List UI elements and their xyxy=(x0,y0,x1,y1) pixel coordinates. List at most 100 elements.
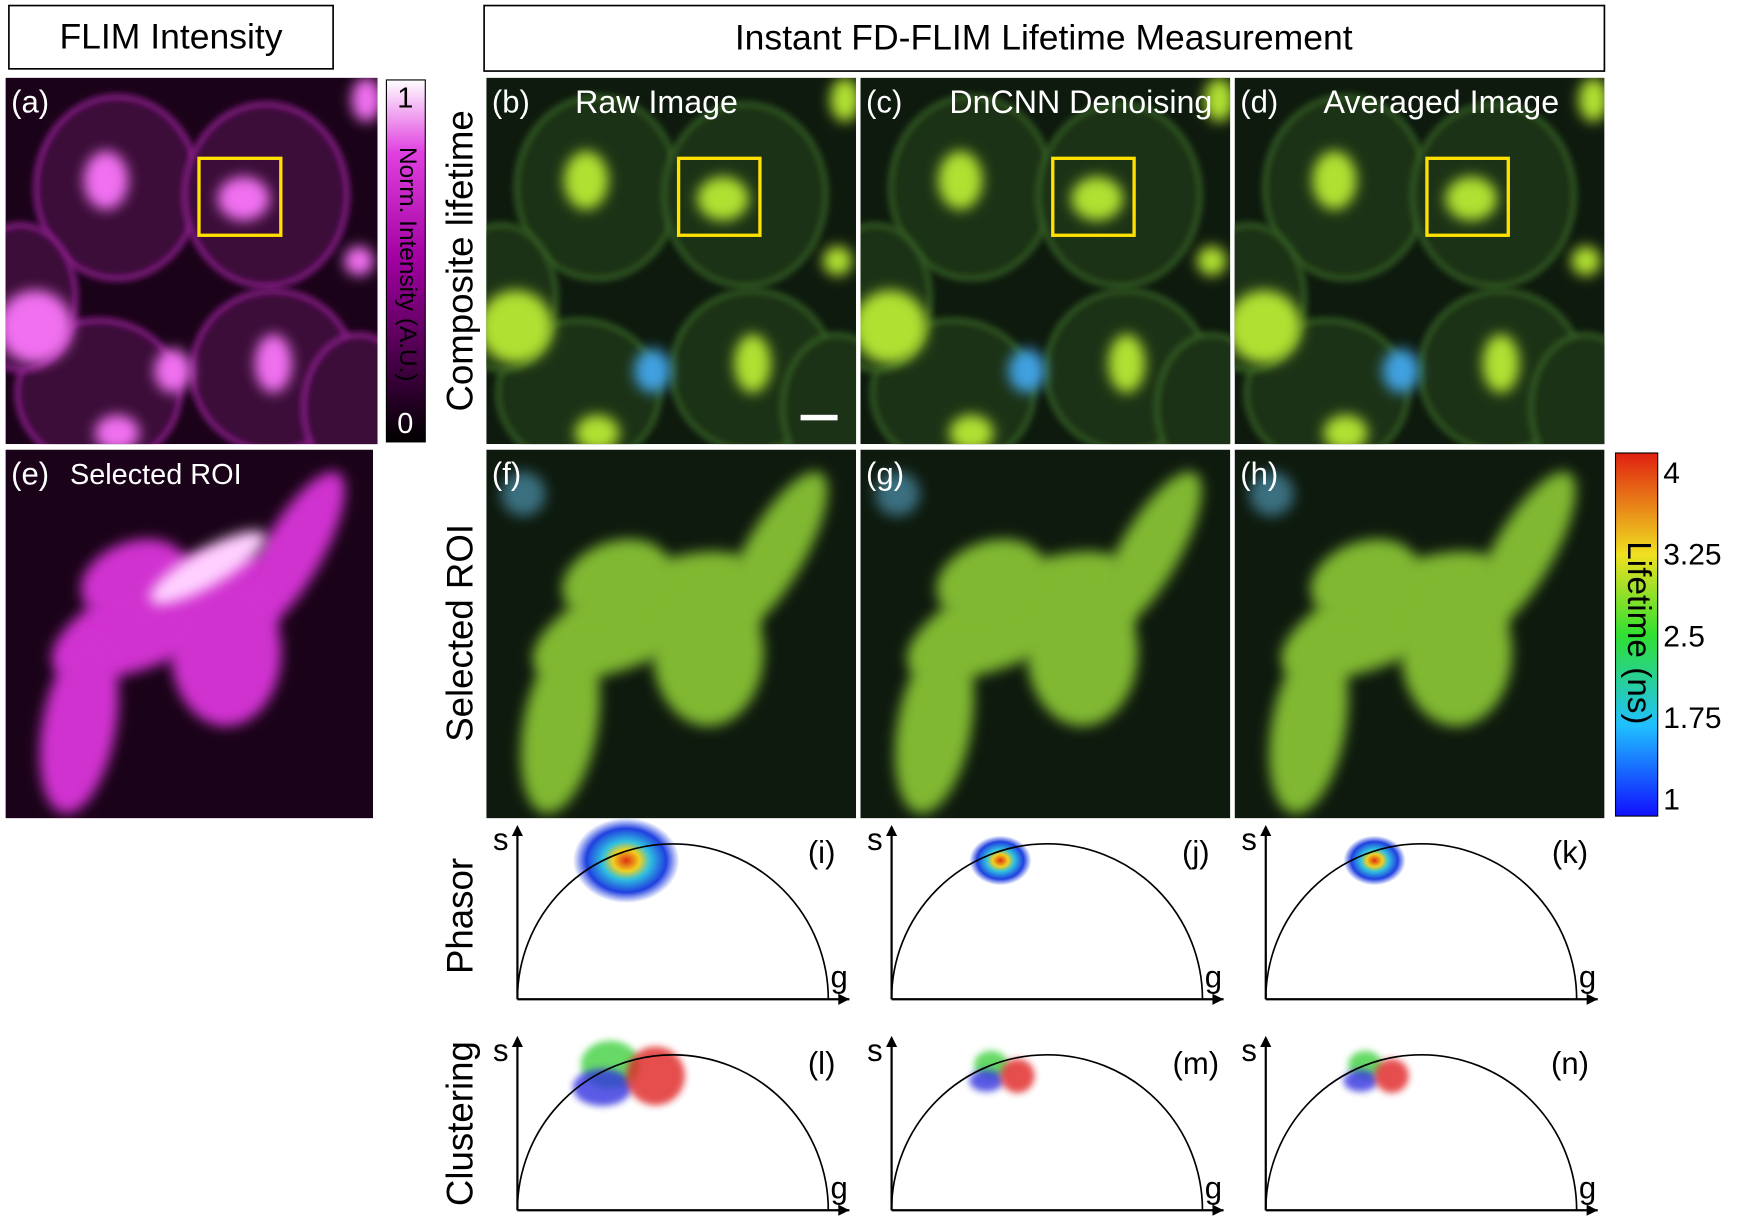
phasor-cloud xyxy=(572,817,680,904)
bright-region xyxy=(822,246,853,276)
panel-label: (b) xyxy=(492,85,530,120)
roi-structure xyxy=(1310,539,1418,619)
universal-circle xyxy=(1264,843,1578,1000)
cluster xyxy=(1343,1069,1378,1092)
bright-region xyxy=(949,414,994,445)
axis-label: g xyxy=(1205,1170,1222,1205)
bright-region xyxy=(83,151,129,210)
title-box xyxy=(8,4,334,70)
roi-structure xyxy=(652,578,764,727)
title-box xyxy=(483,4,1606,72)
axis-label: g xyxy=(831,959,848,994)
arrow xyxy=(1260,824,1598,1005)
row-label: Clustering xyxy=(440,1041,481,1206)
image-panel: (e) Selected ROI xyxy=(5,449,374,819)
bright-region xyxy=(1312,151,1357,210)
bright-region xyxy=(1323,414,1368,445)
panel-title: Selected ROI xyxy=(70,459,242,491)
panel-label: (j) xyxy=(1182,835,1210,870)
phasor-plot: s g (n) xyxy=(1241,1033,1598,1216)
background-cell xyxy=(875,471,920,517)
bright-region xyxy=(1204,77,1231,122)
panel-label: (k) xyxy=(1552,835,1588,870)
bright-region xyxy=(351,77,378,122)
universal-circle xyxy=(1264,1053,1578,1211)
bright-region xyxy=(154,348,192,393)
roi-structure xyxy=(520,638,600,814)
panel-label: (i) xyxy=(808,835,836,870)
image-panel: (f) xyxy=(486,449,857,819)
roi-structure xyxy=(562,539,670,619)
bright-region xyxy=(634,348,672,393)
phasor-plot: s g (l) xyxy=(493,1033,850,1216)
arrow xyxy=(511,824,850,1005)
colorbar-tick: 2.5 xyxy=(1663,620,1705,653)
image-panel: (a) xyxy=(5,77,378,445)
bright-region xyxy=(1234,290,1302,364)
highlight xyxy=(149,530,266,605)
roi-structure xyxy=(1096,471,1202,635)
row-label: Phasor xyxy=(440,858,481,974)
roi-structure xyxy=(1269,638,1349,814)
panel-title: Averaged Image xyxy=(1324,84,1560,120)
colorbar-tick: 3.25 xyxy=(1663,539,1721,572)
lifetime-colorbar xyxy=(1614,452,1659,817)
arrow xyxy=(1260,1035,1598,1216)
background-cell xyxy=(1249,471,1294,517)
phasor-cloud xyxy=(969,835,1032,886)
bright-region xyxy=(1108,334,1146,393)
bright-region xyxy=(217,176,270,221)
axis-label: s xyxy=(1241,822,1257,857)
phasor-plot: s g (k) xyxy=(1241,822,1598,1005)
panel-label: (f) xyxy=(492,457,521,492)
bright-region xyxy=(938,151,983,210)
roi-box xyxy=(1425,156,1510,237)
bright-region xyxy=(1008,348,1046,393)
bright-region xyxy=(1571,246,1601,276)
colorbar-tick: 1 xyxy=(1663,784,1680,817)
arrow xyxy=(886,824,1224,1005)
panel-label: (a) xyxy=(11,85,49,120)
bright-region xyxy=(254,334,292,393)
phasor-plot: s g (i) xyxy=(493,817,850,1005)
bright-region xyxy=(697,176,749,221)
colorbar-label: Lifetime (ns) xyxy=(1620,541,1657,724)
roi-structure xyxy=(239,471,345,635)
left-title: FLIM Intensity xyxy=(59,16,282,56)
bright-region xyxy=(486,290,553,364)
row-label: Composite lifetime xyxy=(440,110,481,411)
bright-region xyxy=(734,334,772,393)
colorbar-tick: 1 xyxy=(397,83,413,115)
roi-box xyxy=(676,156,762,237)
intensity-colorbar xyxy=(385,79,426,443)
image-panel: (c) DnCNN Denoising xyxy=(860,77,1231,445)
cluster xyxy=(1374,1058,1409,1093)
phasor-plot: s g (m) xyxy=(867,1033,1224,1216)
image-panel: (b) Raw Image xyxy=(486,77,857,445)
panel-label: (g) xyxy=(866,457,904,492)
bright-region xyxy=(860,290,928,364)
panel-title: DnCNN Denoising xyxy=(949,84,1212,120)
axis-label: s xyxy=(493,1033,509,1068)
cluster xyxy=(572,1068,632,1107)
bright-region xyxy=(1382,348,1420,393)
image-panel: (d) Averaged Image xyxy=(1234,77,1605,445)
panel-label: (h) xyxy=(1240,457,1278,492)
bright-region xyxy=(344,246,374,276)
roi-box xyxy=(1051,156,1136,237)
roi-structure xyxy=(39,638,119,814)
roi-structure xyxy=(722,471,828,635)
colorbar-label: Norm. Intensity (A.U.) xyxy=(394,147,421,382)
bright-region xyxy=(563,151,609,210)
colorbar-tick: 1.75 xyxy=(1663,702,1721,735)
roi-structure xyxy=(894,638,974,814)
bright-region xyxy=(1071,176,1124,221)
cell-outline xyxy=(1528,332,1605,445)
axis-label: s xyxy=(1241,1033,1257,1068)
axis-label: g xyxy=(1579,959,1596,994)
image-panel: (g) xyxy=(860,449,1231,819)
panel-title: Raw Image xyxy=(575,84,738,120)
bright-region xyxy=(830,77,857,122)
cluster xyxy=(626,1046,685,1106)
